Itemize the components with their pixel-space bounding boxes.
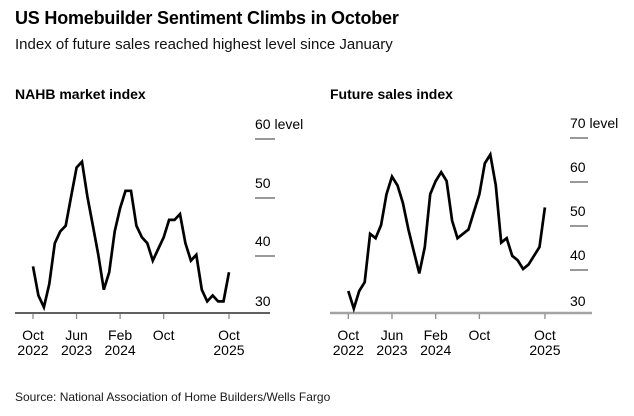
plot-area (330, 150, 592, 319)
x-axis-label: Oct 2022 (17, 327, 49, 358)
x-axis-label: Jun 2023 (60, 327, 93, 358)
page-title: US Homebuilder Sentiment Climbs in Octob… (15, 8, 399, 28)
x-axis-label: Feb 2024 (104, 327, 136, 358)
y-axis-label: 30 (255, 293, 271, 309)
chart-title-left: NAHB market index (15, 86, 146, 102)
y-axis-tick (255, 254, 275, 257)
x-axis-label: Oct (152, 327, 175, 343)
y-axis-label: 70 level (570, 115, 619, 131)
series-line (31, 158, 231, 312)
chart-title-right: Future sales index (330, 86, 453, 102)
y-axis-label: 60 level (255, 116, 304, 133)
chart-nahb-market-index: NAHB market index 30 40 50 60 level Oct 2022 J… (0, 85, 320, 365)
plot-area (15, 158, 270, 319)
x-axis-label: Jun 2023 (376, 327, 408, 358)
y-axis-label: 40 (255, 232, 271, 249)
y-axis-label: 50 (255, 174, 271, 191)
y-axis-label: 40 (570, 247, 586, 263)
y-axis-tick (570, 225, 588, 227)
y-axis-label: 30 (570, 293, 586, 309)
y-axis-label: 50 (570, 203, 586, 219)
x-axis-label: Oct 2025 (529, 327, 561, 358)
x-axis-label: Oct 2025 (213, 327, 245, 358)
y-axis-tick (570, 137, 588, 139)
x-axis-label: Oct 2022 (332, 327, 364, 358)
x-axis-label: Oct (468, 327, 491, 343)
y-axis-tick (570, 181, 588, 183)
y-axis-tick (570, 269, 588, 271)
source-text: Source: National Association of Home Bui… (15, 390, 331, 404)
y-axis-tick (255, 138, 275, 141)
chart-future-sales-index: Future sales index 30 40 50 60 70 level Oct 20… (320, 85, 634, 365)
series-line (347, 150, 547, 314)
x-axis-label: Feb 2024 (420, 327, 452, 358)
page-subtitle: Index of future sales reached highest le… (15, 36, 393, 53)
y-axis-label: 60 (570, 159, 586, 175)
y-axis-tick (255, 196, 275, 199)
